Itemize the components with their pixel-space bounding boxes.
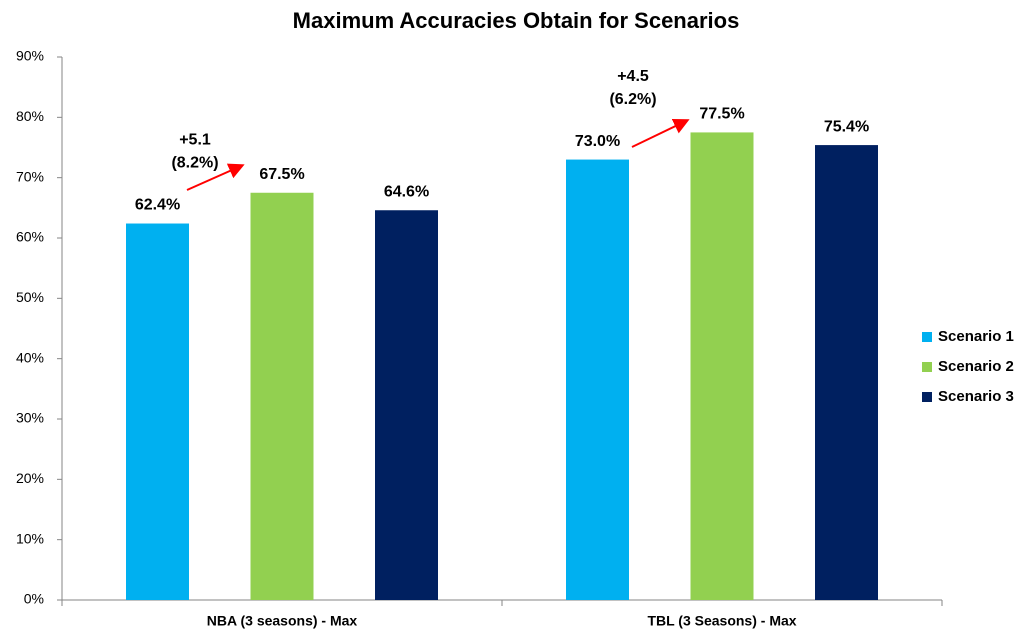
bar [250,192,314,600]
bar [375,210,438,600]
annotation: +4.5 [617,68,649,85]
bar [690,132,754,600]
y-tick-label: 80% [16,108,44,124]
y-tick-label: 60% [16,229,44,245]
arrow [186,163,245,191]
y-tick-label: 30% [16,410,44,426]
legend-label: Scenario 3 [938,388,1014,405]
x-tick-label: NBA (3 seasons) - Max [207,613,358,629]
value-label: 67.5% [259,166,304,183]
legend-label: Scenario 2 [938,358,1014,375]
annotation: +5.1 [179,132,211,149]
annotation: (8.2%) [171,155,218,172]
annotation: (6.2%) [609,91,656,108]
y-tick-label: 70% [16,168,44,184]
x-tick-label: TBL (3 Seasons) - Max [647,613,796,629]
y-tick-label: 0% [24,591,44,607]
arrow [631,118,690,148]
bar [566,159,629,601]
chart-title: Maximum Accuracies Obtain for Scenarios [293,8,740,33]
y-tick-label: 10% [16,530,44,546]
value-label: 77.5% [699,106,744,123]
legend-swatch [922,332,932,342]
y-tick-label: 90% [16,48,44,64]
value-label: 75.4% [824,118,869,135]
y-tick-label: 20% [16,470,44,486]
y-tick-label: 50% [16,289,44,305]
value-label: 64.6% [384,183,429,200]
bar [126,223,189,600]
legend-swatch [922,362,932,372]
legend-swatch [922,392,932,402]
value-label: 73.0% [575,133,620,150]
legend-label: Scenario 1 [938,328,1014,345]
bar [815,145,878,600]
y-tick-label: 40% [16,349,44,365]
value-label: 62.4% [135,197,180,214]
